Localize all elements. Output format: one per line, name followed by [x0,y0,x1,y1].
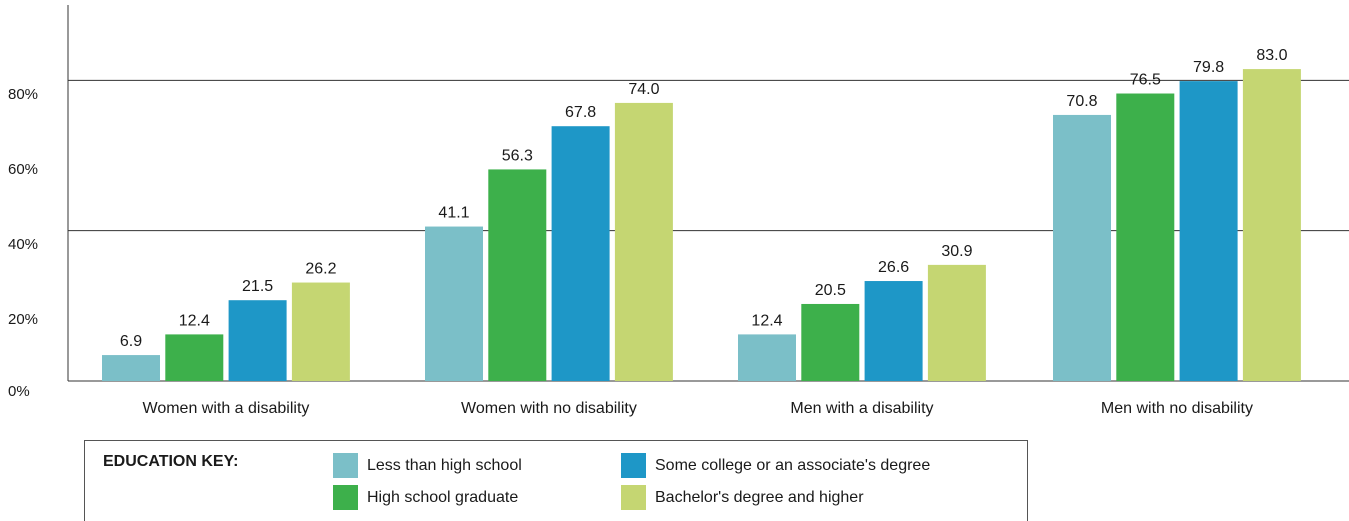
data-label: 12.4 [179,312,210,329]
legend-label: Less than high school [367,456,522,474]
y-tick-label: 20% [8,311,38,328]
y-tick-label: 80% [8,86,38,103]
data-label: 26.2 [305,261,336,278]
legend-title: EDUCATION KEY: [103,453,239,470]
bar [1116,93,1175,381]
y-tick-label: 60% [8,161,38,178]
data-label: 20.5 [815,282,846,299]
data-label: 79.8 [1193,59,1224,76]
data-label: 41.1 [438,205,469,222]
data-label: 76.5 [1130,72,1161,89]
data-label: 12.4 [751,312,782,329]
bar [1053,114,1111,382]
x-category-label: Men with no disability [1101,400,1253,417]
legend-swatch [621,453,646,478]
data-label: 26.6 [878,259,909,276]
bar [927,264,986,381]
data-label: 74.0 [628,81,659,98]
legend-label: Bachelor's degree and higher [655,488,864,506]
legend-item-less-than-high-school: Less than high school [333,453,522,478]
legend-item-bachelors: Bachelor's degree and higher [621,485,864,510]
bar [801,303,860,381]
bar [425,226,483,381]
legend-label: Some college or an associate's degree [655,456,931,474]
data-label: 21.5 [242,278,273,295]
bar [165,334,224,381]
x-category-label: Men with a disability [790,400,933,417]
bar [291,282,350,381]
legend: EDUCATION KEY: Less than high school Hig… [84,440,1028,521]
legend-item-high-school-graduate: High school graduate [333,485,518,510]
bar [488,169,547,381]
data-label: 30.9 [941,243,972,260]
legend-item-some-college: Some college or an associate's degree [621,453,930,478]
bar [1242,69,1301,381]
bar [228,300,287,381]
legend-label: High school graduate [367,488,519,506]
x-category-label: Women with no disability [461,400,637,417]
data-label: 6.9 [120,333,142,350]
bar-chart: 0% 20% 40% 60% 80% 6.9 12.4 21.5 26.2 Women with … [8,5,1349,417]
data-label: 67.8 [565,104,596,121]
bar [614,102,673,382]
bar [864,281,923,381]
legend-swatch [333,485,358,510]
data-label: 70.8 [1066,93,1097,110]
legend-swatch [621,485,646,510]
legend-swatch [333,453,358,478]
y-tick-label: 40% [8,236,38,253]
x-category-label: Women with a disability [143,400,310,417]
data-label: 83.0 [1256,47,1287,64]
data-label: 56.3 [502,147,533,164]
y-tick-label: 0% [8,383,30,400]
bar [551,126,610,381]
bar [738,334,796,381]
bar [1179,81,1238,381]
bar [102,355,160,381]
